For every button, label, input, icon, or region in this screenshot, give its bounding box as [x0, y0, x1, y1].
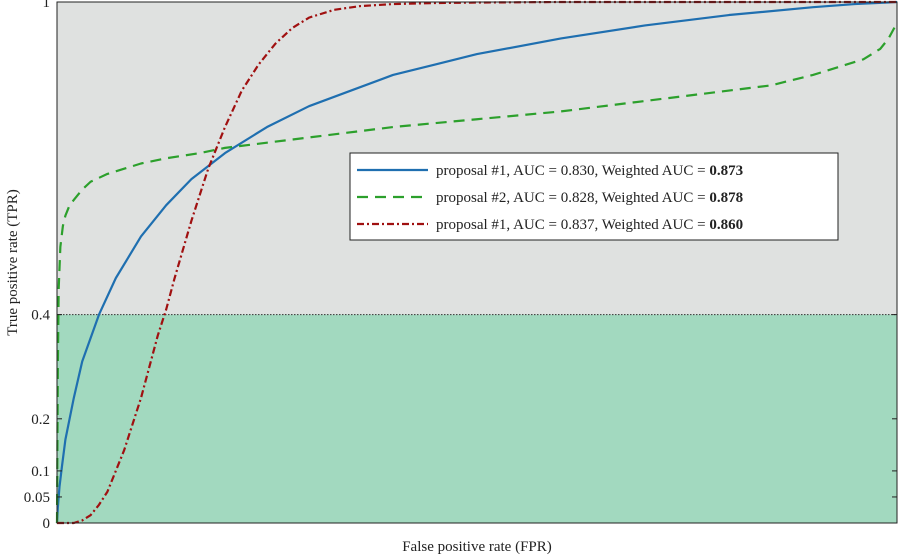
x-axis-label: False positive rate (FPR) [402, 539, 552, 555]
legend-label-1: proposal #1, AUC = 0.830, Weighted AUC =… [436, 163, 743, 179]
series-line-1 [55, 0, 898, 524]
y-tick-label: 0.4 [31, 308, 50, 324]
plot-frame [56, 1, 898, 524]
series-layer [55, 0, 898, 525]
region-band-1 [57, 314, 897, 523]
background-regions [57, 2, 897, 523]
y-tick-label: 0.2 [31, 412, 50, 428]
y-axis-ticks: 0 0.05 0.1 0.2 0.4 1 [24, 0, 897, 532]
legend-label-3: proposal #1, AUC = 0.837, Weighted AUC =… [436, 217, 743, 233]
y-tick-label: 0.05 [24, 490, 50, 506]
y-tick-label: 0.1 [31, 464, 50, 480]
series-line-2 [55, 22, 898, 524]
y-tick-label: 1 [43, 0, 51, 11]
legend-label-2: proposal #2, AUC = 0.828, Weighted AUC =… [436, 190, 743, 206]
legend: proposal #1, AUC = 0.830, Weighted AUC =… [349, 152, 839, 241]
y-tick-label: 0 [43, 516, 51, 532]
legend-box [349, 152, 839, 241]
series-line-3 [57, 0, 897, 525]
y-axis-label: True positive rate (TPR) [5, 189, 21, 336]
